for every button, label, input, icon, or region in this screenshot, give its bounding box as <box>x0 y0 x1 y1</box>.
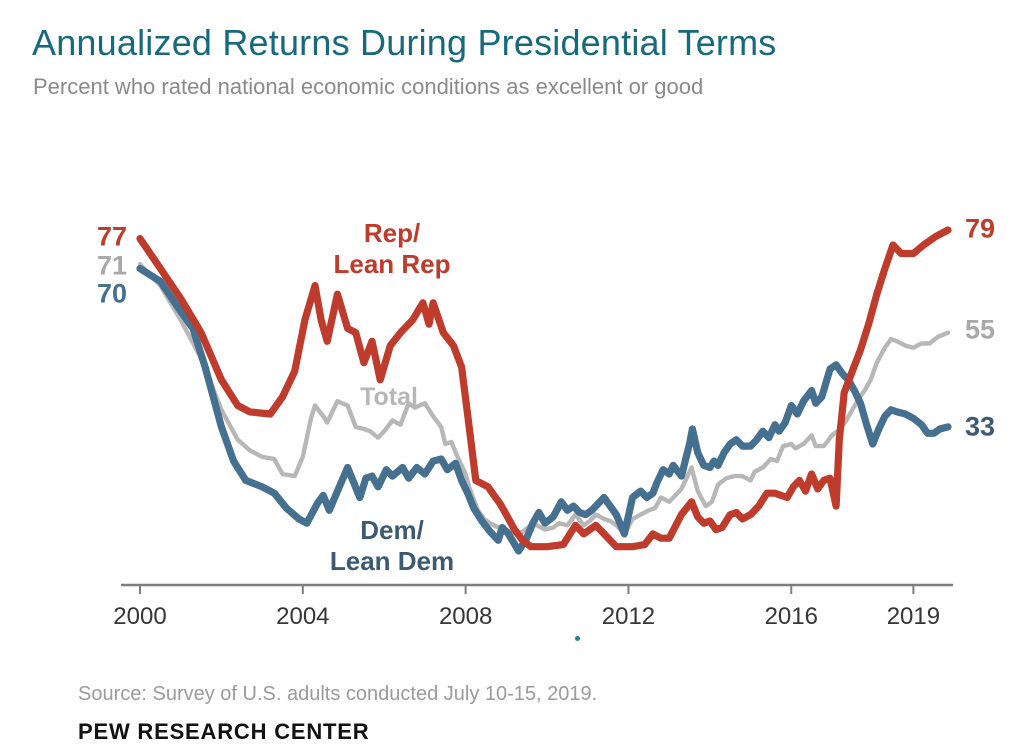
series-label-dem-line2: Lean Dem <box>329 546 455 576</box>
end-value-total: 55 <box>965 314 996 345</box>
pew-research-center-wordmark: PEW RESEARCH CENTER <box>78 719 370 744</box>
end-value-rep: 79 <box>965 213 996 244</box>
start-value-total: 71 <box>96 250 127 281</box>
series-line-total <box>137 262 951 537</box>
x-tick-label: 2016 <box>764 603 818 630</box>
page-title: Annualized Returns During Presidential T… <box>32 22 777 63</box>
end-value-dem: 33 <box>965 411 996 442</box>
series-line-rep <box>136 226 952 551</box>
series-label-rep-line1: Rep/ <box>363 218 421 248</box>
cursor-dot <box>575 636 580 641</box>
x-axis <box>121 583 953 594</box>
x-tick-label: 2000 <box>113 603 167 630</box>
series-label-rep-line2: Lean Rep <box>333 249 451 279</box>
x-tick-label: 2004 <box>276 603 330 630</box>
start-value-dem: 70 <box>96 278 127 309</box>
x-tick-label: 2008 <box>438 603 493 630</box>
chart-series <box>136 226 952 555</box>
page-subtitle: Percent who rated national economic cond… <box>33 74 704 99</box>
start-value-rep: 77 <box>96 221 127 252</box>
series-label-total: Total <box>360 383 418 411</box>
series-label-dem: Dem/ Lean Dem <box>330 515 454 577</box>
series-label-dem-line1: Dem/ <box>360 515 424 545</box>
x-tick-label: 2012 <box>601 603 656 630</box>
source-note: Source: Survey of U.S. adults conducted … <box>78 683 598 705</box>
x-tick-label: 2019 <box>886 603 941 630</box>
series-line-dem <box>136 264 952 555</box>
series-label-rep: Rep/ Lean Rep <box>333 218 450 280</box>
